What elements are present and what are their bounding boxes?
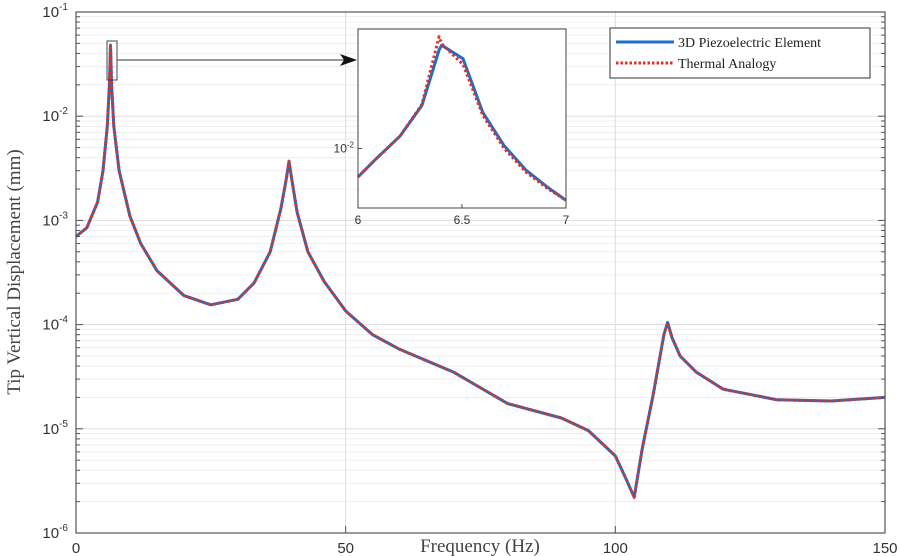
ticks: 10-110-210-310-410-510-60 50 100 150 (42, 2, 897, 556)
y-tick-label: 10-1 (42, 2, 68, 21)
inset-plot: 6 6.5 7 10-2 (334, 28, 570, 227)
y-tick-base: 10 (42, 212, 59, 229)
y-tick-base: 10 (42, 317, 59, 334)
series-line-thermal (75, 43, 886, 499)
inset-x-tick-label: 6.5 (454, 213, 471, 227)
y-tick-label: 10-5 (42, 419, 68, 438)
y-tick-exponent: -4 (59, 315, 68, 326)
legend-label-piezo: 3D Piezoelectric Element (678, 36, 821, 51)
y-tick-exponent: -6 (59, 523, 68, 534)
inset-curves (356, 35, 567, 202)
y-tick-exponent: -2 (59, 106, 68, 117)
y-tick-base: 10 (42, 525, 59, 542)
inset-y-tick-exponent: -2 (347, 140, 355, 149)
y-tick-label: 10-6 (42, 523, 68, 542)
inset-series-piezoelectric (356, 43, 567, 202)
y-tick-exponent: -5 (59, 419, 68, 430)
y-tick-base: 10 (42, 4, 59, 21)
legend: 3D Piezoelectric Element Thermal Analogy (609, 27, 871, 79)
y-tick-label: 10-2 (42, 106, 68, 125)
x-tick-label: 100 (603, 540, 628, 556)
plot-frame (75, 11, 886, 534)
inset-y-tick-base: 10 (334, 141, 348, 155)
curves (75, 43, 886, 499)
inset-background (358, 29, 566, 208)
x-axis-label: Frequency (Hz) (420, 536, 540, 556)
legend-label-thermal: Thermal Analogy (678, 57, 776, 72)
y-tick-base: 10 (42, 108, 59, 125)
x-tick-label: 0 (72, 540, 80, 556)
inset-x-tick-label: 7 (563, 213, 570, 227)
legend-box (609, 27, 871, 79)
arrow-head-icon (340, 54, 357, 66)
y-tick-base: 10 (42, 421, 59, 438)
y-tick-label: 10-4 (42, 315, 68, 334)
y-axis-label: Tip Vertical Displacement (mm) (4, 149, 25, 394)
x-tick-label: 150 (872, 540, 897, 556)
inset-ticks: 6 6.5 7 10-2 (334, 140, 570, 227)
inset-x-tick-label: 6 (355, 213, 362, 227)
y-tick-exponent: -3 (59, 210, 68, 221)
x-tick-label: 50 (337, 540, 354, 556)
y-tick-exponent: -1 (59, 2, 68, 13)
y-tick-label: 10-3 (42, 210, 68, 229)
inset-y-tick-label: 10-2 (334, 140, 355, 155)
